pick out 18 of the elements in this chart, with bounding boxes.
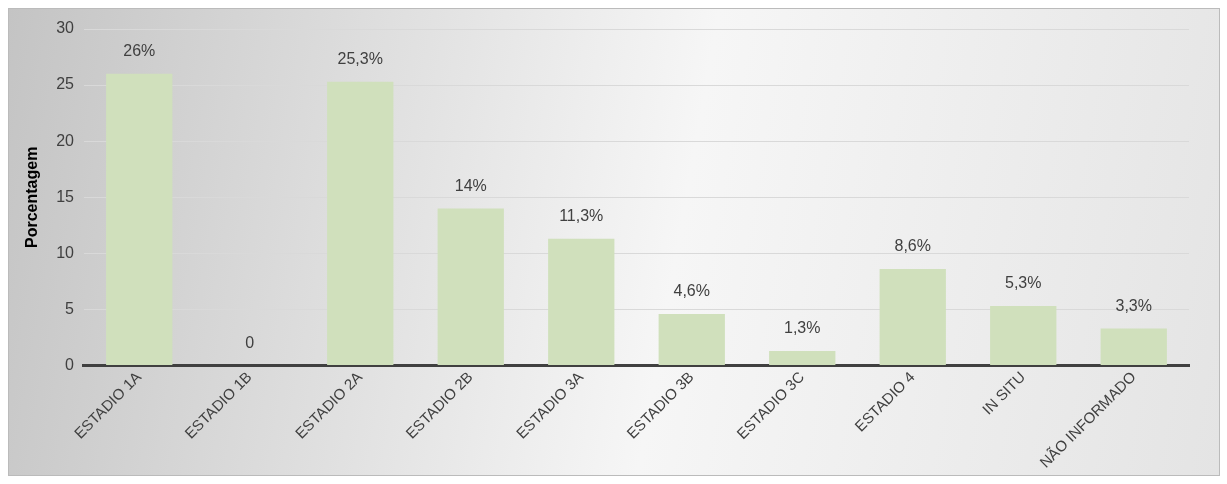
y-tick-label: 25 (56, 75, 75, 93)
y-axis-title: Porcentagem (23, 146, 41, 248)
data-label: 26% (123, 42, 156, 60)
data-label: 3,3% (1115, 296, 1152, 314)
data-label: 11,3% (559, 207, 604, 225)
y-tick-label: 10 (56, 243, 75, 261)
data-label: 1,3% (784, 319, 821, 337)
y-tick-label: 15 (56, 187, 75, 205)
data-label: 25,3% (337, 50, 383, 68)
data-label: 14% (454, 176, 487, 194)
data-label: 0 (245, 333, 255, 351)
data-label: 4,6% (673, 282, 710, 300)
y-tick-label: 20 (56, 131, 75, 149)
y-tick-label: 5 (65, 299, 75, 317)
y-tick-label: 30 (56, 19, 75, 37)
y-tick-label: 0 (65, 355, 75, 373)
data-label: 8,6% (894, 237, 931, 255)
data-label: 5,3% (1005, 274, 1042, 292)
